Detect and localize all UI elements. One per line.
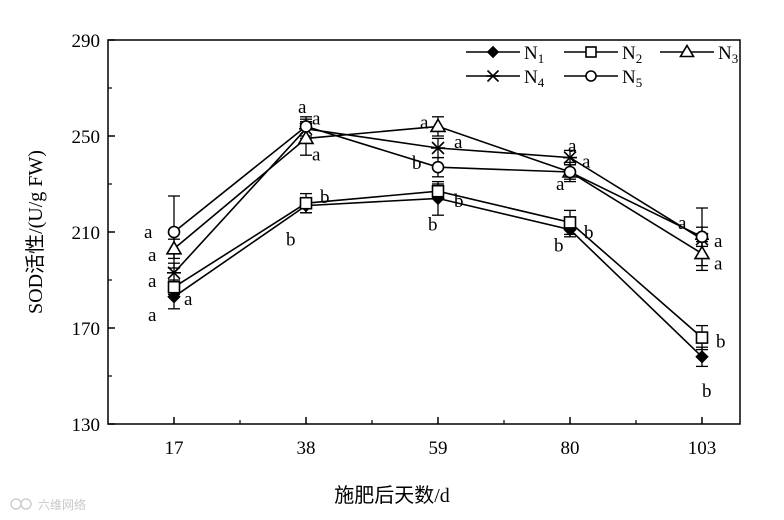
marker-square-open: [585, 46, 597, 58]
marker-circle-open: [563, 165, 577, 179]
watermark-text: 六维网络: [38, 497, 86, 512]
x-tick-label: 80: [561, 438, 580, 459]
significance-letter-N3: a: [420, 112, 429, 133]
marker-triangle-open: [297, 129, 315, 145]
significance-letter-N4: a: [454, 132, 463, 153]
legend-entry-N1: N1: [466, 43, 544, 66]
marker-asterisk: [486, 69, 500, 83]
marker-triangle-open: [679, 43, 695, 58]
significance-letter-N4: a: [148, 271, 157, 292]
y-tick-label: 250: [72, 127, 101, 148]
x-tick-label: 38: [297, 438, 316, 459]
significance-letter-N3: a: [312, 144, 321, 165]
watermark: 六维网络: [10, 497, 86, 512]
legend-label-main: N: [622, 43, 636, 64]
marker-diamond-filled: [167, 290, 181, 304]
x-tick-label: 59: [429, 438, 448, 459]
marker-triangle-open: [693, 245, 711, 260]
significance-letter-N2: b: [716, 332, 726, 353]
significance-letter-N3: a: [556, 174, 565, 195]
significance-letter-N1: b: [428, 214, 438, 235]
y-tick-label: 130: [72, 415, 101, 436]
legend-label-main: N: [524, 67, 538, 88]
marker-diamond-filled: [695, 350, 709, 364]
significance-letter-N2: b: [454, 191, 464, 212]
x-tick-label: 103: [688, 438, 717, 459]
x-axis-title: 施肥后天数/d: [334, 484, 450, 507]
error-bars: [168, 116, 708, 368]
significance-letter-N1: b: [286, 230, 296, 251]
marker-asterisk: [431, 141, 445, 155]
y-axis-title: SOD活性/(U/g FW): [24, 150, 47, 314]
legend-label: N4: [524, 67, 545, 90]
axes: 130 170 210 250 290 17 38 59 80 103: [72, 31, 741, 459]
significance-letter-N4: a: [678, 213, 687, 234]
significance-letter-N4: a: [298, 97, 307, 118]
significance-letter-N1: a: [148, 305, 157, 326]
marker-square-open: [695, 331, 709, 344]
marker-asterisk: [167, 266, 181, 280]
significance-letter-N2: b: [584, 222, 594, 243]
significance-letter-N5: a: [312, 108, 321, 129]
marker-diamond-filled: [486, 45, 500, 59]
legend-entry-N2: N2: [564, 43, 642, 66]
legend-label: N5: [622, 67, 642, 90]
significance-letter-N2: a: [184, 289, 193, 310]
legend-label-main: N: [524, 43, 538, 64]
series-line-N1: [173, 197, 703, 358]
marker-square-open: [299, 196, 313, 210]
legend-label-sub: 2: [636, 51, 643, 66]
legend-entry-N4: N4: [466, 67, 545, 90]
marker-square-open: [563, 216, 577, 229]
marker-square-open: [167, 280, 181, 294]
significance-letter-N2: b: [320, 187, 330, 208]
significance-letter-N1: b: [702, 381, 712, 402]
legend-entry-N5: N5: [564, 67, 642, 90]
legend-label-sub: 4: [538, 75, 545, 90]
y-tick-label: 290: [72, 31, 101, 52]
marker-square-open: [431, 184, 445, 198]
legend-entry-N3: N3: [660, 43, 738, 66]
legend-label-main: N: [718, 43, 732, 64]
significance-letter-N5: a: [144, 222, 153, 243]
marker-triangle-open: [165, 240, 183, 255]
significance-letter-N3: a: [714, 254, 723, 275]
marker-circle-open: [695, 230, 709, 244]
legend-label-sub: 3: [732, 51, 739, 66]
significance-letter-N5: a: [714, 231, 723, 252]
significance-letter-N3: a: [148, 245, 157, 266]
marker-asterisk: [563, 151, 577, 165]
marker-circle-open: [299, 120, 313, 133]
legend-label: N3: [718, 43, 738, 66]
significance-letter-N1: b: [554, 236, 564, 257]
y-tick-label: 210: [72, 223, 101, 244]
legend-label-sub: 1: [538, 51, 545, 66]
y-tick-label: 170: [72, 319, 101, 340]
significance-letter-N5: b: [412, 153, 422, 174]
series-markers: [165, 117, 711, 364]
significance-letter-N4: a: [582, 152, 591, 173]
significance-letter-N5: a: [568, 136, 577, 157]
x-tick-label: 17: [165, 438, 184, 459]
marker-circle-open: [585, 70, 597, 82]
plot-frame: [107, 39, 741, 425]
legend-label-main: N: [622, 67, 636, 88]
marker-circle-open: [167, 225, 181, 239]
legend-label: N2: [622, 43, 642, 66]
marker-circle-open: [431, 160, 445, 174]
legend-label: N1: [524, 43, 544, 66]
marker-triangle-open: [429, 117, 447, 133]
legend-label-sub: 5: [636, 75, 643, 90]
